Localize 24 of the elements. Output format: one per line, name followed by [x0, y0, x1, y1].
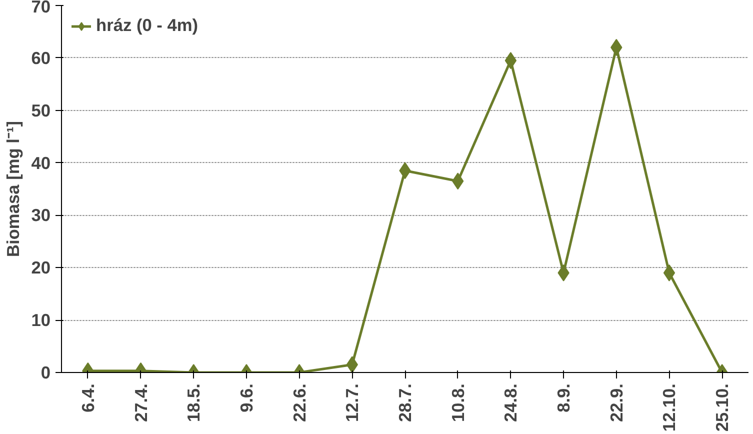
- point: [504, 52, 517, 70]
- x-tick-label: 22.6.: [289, 383, 310, 422]
- x-tick-label: 18.5.: [184, 383, 204, 422]
- x-tick-label: 10.8.: [448, 383, 468, 422]
- x-tick-label: 22.9.: [606, 383, 626, 422]
- x-tick-label: 12.10.: [659, 383, 680, 432]
- x-tick-label: 28.7.: [395, 383, 415, 422]
- y-tick-label: 30: [31, 205, 51, 226]
- y-tick-label: 40: [31, 152, 51, 173]
- x-tick-label: 9.6.: [236, 383, 256, 412]
- y-tick-label: 50: [31, 100, 51, 120]
- x-tick-label: 27.4.: [130, 383, 151, 422]
- x-tick-label: 24.8.: [500, 383, 521, 422]
- x-tick-label: 8.9.: [554, 383, 574, 412]
- y-tick-label: 60: [31, 48, 51, 68]
- y-tick-label: 20: [31, 258, 51, 278]
- y-tick-label: 10: [31, 310, 51, 330]
- x-tick-label: 12.7.: [342, 383, 362, 422]
- x-tick-label: 6.4.: [78, 383, 98, 412]
- x-tick-label: 25.10.: [712, 383, 732, 432]
- y-axis-title: Biomasa [mg l⁻¹]: [3, 121, 24, 257]
- y-tick-label: 0: [40, 362, 51, 382]
- legend-label: hráz (0 - 4m): [96, 15, 198, 36]
- y-tick-label: 70: [31, 0, 51, 16]
